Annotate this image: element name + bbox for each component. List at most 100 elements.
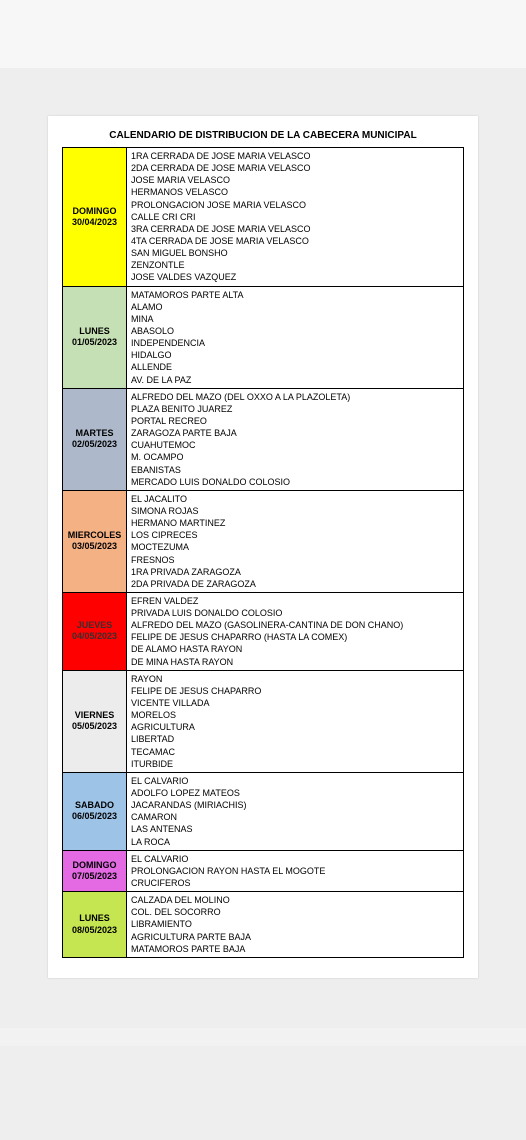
location-item: M. OCAMPO — [131, 451, 459, 463]
bottom-band — [0, 1028, 526, 1046]
location-item: COL. DEL SOCORRO — [131, 906, 459, 918]
day-date: 30/04/2023 — [67, 217, 122, 228]
day-date: 02/05/2023 — [67, 439, 122, 450]
location-item: CUAHUTEMOC — [131, 439, 459, 451]
location-item: LIBRAMIENTO — [131, 918, 459, 930]
day-name: DOMINGO — [67, 206, 122, 217]
day-name: MIERCOLES — [67, 530, 122, 541]
location-item: CALLE CRI CRI — [131, 211, 459, 223]
table-row: LUNES08/05/2023CALZADA DEL MOLINOCOL. DE… — [63, 892, 464, 958]
location-item: ABASOLO — [131, 325, 459, 337]
day-cell: DOMINGO07/05/2023 — [63, 850, 127, 891]
location-item: CALZADA DEL MOLINO — [131, 894, 459, 906]
day-date: 07/05/2023 — [67, 871, 122, 882]
location-item: PRIVADA LUIS DONALDO COLOSIO — [131, 607, 459, 619]
location-item: FELIPE DE JESUS CHAPARRO — [131, 685, 459, 697]
location-item: ZARAGOZA PARTE BAJA — [131, 427, 459, 439]
location-item: TECAMAC — [131, 746, 459, 758]
day-date: 04/05/2023 — [67, 631, 122, 642]
table-row: DOMINGO30/04/20231RA CERRADA DE JOSE MAR… — [63, 148, 464, 287]
day-name: SABADO — [67, 800, 122, 811]
location-item: HERMANO MARTINEZ — [131, 517, 459, 529]
table-row: SABADO06/05/2023EL CALVARIOADOLFO LOPEZ … — [63, 772, 464, 850]
location-item: MATAMOROS PARTE BAJA — [131, 943, 459, 955]
location-item: EL CALVARIO — [131, 775, 459, 787]
day-name: JUEVES — [67, 620, 122, 631]
locations-cell: EL CALVARIOPROLONGACION RAYON HASTA EL M… — [127, 850, 464, 891]
locations-cell: EL CALVARIOADOLFO LOPEZ MATEOSJACARANDAS… — [127, 772, 464, 850]
location-item: ZENZONTLE — [131, 259, 459, 271]
day-cell: JUEVES04/05/2023 — [63, 592, 127, 670]
location-item: LOS CIPRECES — [131, 529, 459, 541]
location-item: 4TA CERRADA DE JOSE MARIA VELASCO — [131, 235, 459, 247]
table-row: LUNES01/05/2023MATAMOROS PARTE ALTAALAMO… — [63, 286, 464, 388]
location-item: EBANISTAS — [131, 464, 459, 476]
location-item: EL CALVARIO — [131, 853, 459, 865]
location-item: ALLENDE — [131, 361, 459, 373]
top-band — [0, 0, 526, 68]
table-row: MARTES02/05/2023 ALFREDO DEL MAZO (DEL OX… — [63, 388, 464, 490]
location-item: INDEPENDENCIA — [131, 337, 459, 349]
location-item: LAS ANTENAS — [131, 823, 459, 835]
location-item: ALAMO — [131, 301, 459, 313]
location-item: LA ROCA — [131, 836, 459, 848]
location-item: SAN MIGUEL BONSHO — [131, 247, 459, 259]
day-cell: MARTES02/05/2023 — [63, 388, 127, 490]
location-item: AV. DE LA PAZ — [131, 374, 459, 386]
day-date: 08/05/2023 — [67, 925, 122, 936]
day-cell: SABADO06/05/2023 — [63, 772, 127, 850]
location-item: 3RA CERRADA DE JOSE MARIA VELASCO — [131, 223, 459, 235]
location-item: PROLONGACION RAYON HASTA EL MOGOTE — [131, 865, 459, 877]
location-item: RAYON — [131, 673, 459, 685]
location-item: ALFREDO DEL MAZO (GASOLINERA-CANTINA DE … — [131, 619, 459, 631]
locations-cell: ALFREDO DEL MAZO (DEL OXXO A LA PLAZOLET… — [127, 388, 464, 490]
location-item: EL JACALITO — [131, 493, 459, 505]
table-row: DOMINGO07/05/2023EL CALVARIOPROLONGACION… — [63, 850, 464, 891]
day-name: MARTES — [67, 428, 122, 439]
table-row: VIERNES05/05/2023RAYONFELIPE DE JESUS CH… — [63, 670, 464, 772]
day-cell: DOMINGO30/04/2023 — [63, 148, 127, 287]
location-item: CRUCIFEROS — [131, 877, 459, 889]
location-item: HERMANOS VELASCO — [131, 186, 459, 198]
day-date: 01/05/2023 — [67, 337, 122, 348]
locations-cell: MATAMOROS PARTE ALTAALAMOMINAABASOLOINDE… — [127, 286, 464, 388]
location-item: AGRICULTURA PARTE BAJA — [131, 931, 459, 943]
location-item: ALFREDO DEL MAZO (DEL OXXO A LA PLAZOLET… — [131, 391, 459, 403]
page-gap — [0, 68, 526, 116]
day-name: LUNES — [67, 913, 122, 924]
location-item: CAMARON — [131, 811, 459, 823]
location-item: MOCTEZUMA — [131, 541, 459, 553]
day-cell: MIERCOLES03/05/2023 — [63, 490, 127, 592]
day-name: DOMINGO — [67, 860, 122, 871]
location-item: PROLONGACION JOSE MARIA VELASCO — [131, 199, 459, 211]
location-item: SIMONA ROJAS — [131, 505, 459, 517]
document-sheet: CALENDARIO DE DISTRIBUCION DE LA CABECER… — [48, 116, 478, 978]
day-name: LUNES — [67, 326, 122, 337]
location-item: JOSE MARIA VELASCO — [131, 174, 459, 186]
locations-cell: RAYONFELIPE DE JESUS CHAPARROVICENTE VIL… — [127, 670, 464, 772]
location-item: 2DA PRIVADA DE ZARAGOZA — [131, 578, 459, 590]
day-cell: LUNES08/05/2023 — [63, 892, 127, 958]
location-item: DE MINA HASTA RAYON — [131, 656, 459, 668]
location-item: LIBERTAD — [131, 733, 459, 745]
location-item: 2DA CERRADA DE JOSE MARIA VELASCO — [131, 162, 459, 174]
day-date: 03/05/2023 — [67, 541, 122, 552]
day-cell: LUNES01/05/2023 — [63, 286, 127, 388]
locations-cell: CALZADA DEL MOLINOCOL. DEL SOCORROLIBRAM… — [127, 892, 464, 958]
location-item: FRESNOS — [131, 554, 459, 566]
table-row: JUEVES04/05/2023 EFREN VALDEZPRIVADA LUIS… — [63, 592, 464, 670]
location-item: EFREN VALDEZ — [131, 595, 459, 607]
day-name: VIERNES — [67, 710, 122, 721]
location-item: MINA — [131, 313, 459, 325]
distribution-calendar-table: DOMINGO30/04/20231RA CERRADA DE JOSE MAR… — [62, 147, 464, 958]
calendar-title: CALENDARIO DE DISTRIBUCION DE LA CABECER… — [62, 126, 464, 147]
locations-cell: 1RA CERRADA DE JOSE MARIA VELASCO2DA CER… — [127, 148, 464, 287]
day-date: 06/05/2023 — [67, 811, 122, 822]
location-item: 1RA CERRADA DE JOSE MARIA VELASCO — [131, 150, 459, 162]
location-item: MORELOS — [131, 709, 459, 721]
day-cell: VIERNES05/05/2023 — [63, 670, 127, 772]
location-item: DE ALAMO HASTA RAYON — [131, 643, 459, 655]
location-item: JACARANDAS (MIRIACHIS) — [131, 799, 459, 811]
location-item: ITURBIDE — [131, 758, 459, 770]
location-item: JOSE VALDES VAZQUEZ — [131, 271, 459, 283]
